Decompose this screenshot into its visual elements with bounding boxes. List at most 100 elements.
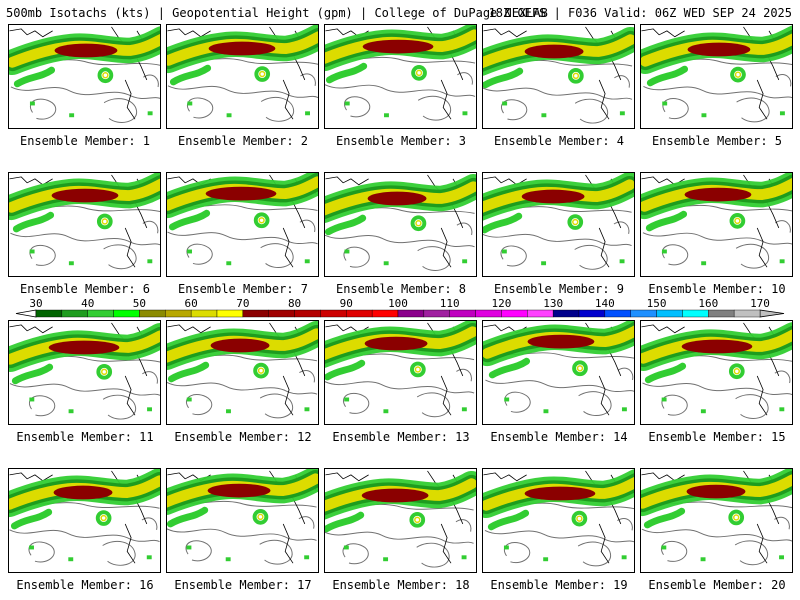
coastline — [598, 227, 610, 268]
isotach-band — [12, 211, 55, 233]
isotach-speckle — [621, 407, 627, 412]
map-canvas — [483, 173, 634, 270]
coastline — [483, 28, 527, 38]
height-contour — [10, 86, 160, 99]
isotach-speckle — [69, 113, 75, 118]
jet-core — [208, 41, 276, 56]
jet-core — [53, 485, 113, 500]
isotach-speckle — [779, 111, 785, 116]
height-contour — [260, 243, 294, 269]
coastline — [124, 227, 136, 268]
height-contour — [325, 84, 476, 97]
ensemble-member-map — [166, 24, 319, 129]
coastline — [282, 523, 294, 564]
colorbar-bin — [346, 309, 373, 318]
jet-core — [527, 334, 595, 349]
colorbar-bin — [449, 309, 476, 318]
height-contour — [142, 220, 159, 234]
ensemble-member-map — [640, 320, 793, 425]
coastline — [756, 227, 768, 268]
coastline — [325, 472, 369, 482]
isotach-band — [483, 212, 523, 234]
colorbar-tick-label: 70 — [236, 297, 249, 310]
isotach-band — [168, 209, 211, 231]
colorbar-min-arrow — [15, 309, 37, 318]
ensemble-member-label: Ensemble Member: 9 — [493, 282, 625, 296]
height-contour — [642, 232, 792, 245]
colorbar-tick-label: 140 — [595, 297, 615, 310]
isotach-speckle — [384, 113, 389, 118]
cutoff-low-core — [102, 72, 109, 79]
isotach-speckle — [344, 101, 350, 106]
coastline — [598, 375, 610, 416]
isotach-band — [11, 363, 54, 385]
height-contour — [417, 246, 451, 271]
ensemble-member-map — [482, 468, 635, 573]
isotach-speckle — [701, 261, 707, 266]
colorbar-bin — [371, 309, 399, 318]
height-contour — [501, 99, 528, 121]
cutoff-low-core — [259, 70, 266, 78]
ensemble-member-label: Ensemble Member: 17 — [174, 578, 312, 592]
height-contour — [185, 540, 212, 562]
cutoff-low-core — [572, 72, 580, 80]
map-canvas — [9, 173, 160, 270]
ensemble-member-label: Ensemble Member: 10 — [648, 282, 786, 296]
height-contour — [103, 244, 137, 270]
map-canvas — [167, 173, 318, 269]
isotach-speckle — [147, 407, 152, 412]
isotach-speckle — [621, 555, 627, 560]
cutoff-low-core — [734, 71, 742, 78]
colorbar-bin — [604, 309, 631, 318]
colorbar-bin — [87, 309, 114, 318]
height-contour — [417, 95, 452, 121]
ensemble-member-map — [166, 468, 319, 573]
map-canvas — [483, 469, 634, 567]
height-contour — [457, 72, 473, 85]
height-contour — [578, 391, 612, 417]
ensemble-member-label: Ensemble Member: 8 — [335, 282, 467, 296]
isotach-speckle — [187, 249, 192, 254]
height-contour — [167, 85, 318, 99]
colorbar-tick-label: 110 — [440, 297, 460, 310]
colorbar-tick-label: 30 — [29, 297, 42, 310]
height-contour — [141, 517, 158, 530]
isotach-speckle — [619, 259, 625, 264]
cutoff-low-core — [576, 365, 584, 372]
coastline — [282, 79, 294, 120]
height-contour — [260, 96, 295, 122]
height-contour — [504, 391, 531, 413]
map-canvas — [9, 26, 160, 123]
map-canvas — [325, 321, 476, 418]
ensemble-member-label: Ensemble Member: 20 — [648, 578, 786, 592]
map-canvas — [167, 25, 318, 122]
map-canvas — [325, 173, 476, 271]
colorbar-bin — [61, 309, 88, 318]
ensemble-member-label: Ensemble Member: 6 — [19, 282, 151, 296]
colorbar-tick-label: 50 — [133, 297, 146, 310]
ensemble-member-map — [8, 468, 161, 573]
height-contour — [641, 528, 792, 542]
height-contour — [416, 542, 450, 568]
jet-core — [207, 483, 271, 498]
colorbar-tick-label: 40 — [81, 297, 94, 310]
height-contour — [103, 98, 137, 123]
isotach-speckle — [29, 397, 35, 402]
height-contour — [342, 543, 369, 565]
ensemble-member-map — [482, 320, 635, 425]
colorbar-tick-label: 80 — [288, 297, 301, 310]
height-contour — [456, 222, 473, 236]
coastline — [167, 324, 211, 334]
isotach-speckle — [700, 409, 706, 414]
isotach-speckle — [661, 545, 667, 550]
cutoff-low-ring — [572, 360, 588, 377]
height-contour — [28, 541, 55, 563]
map-canvas — [325, 25, 476, 121]
isotach-speckle — [543, 409, 549, 414]
colorbar-bin — [294, 309, 321, 318]
ensemble-member-label: Ensemble Member: 11 — [16, 430, 154, 444]
isotach-speckle — [462, 259, 468, 264]
jet-core — [521, 189, 585, 204]
height-contour — [10, 232, 160, 246]
cutoff-low-core — [414, 516, 421, 524]
